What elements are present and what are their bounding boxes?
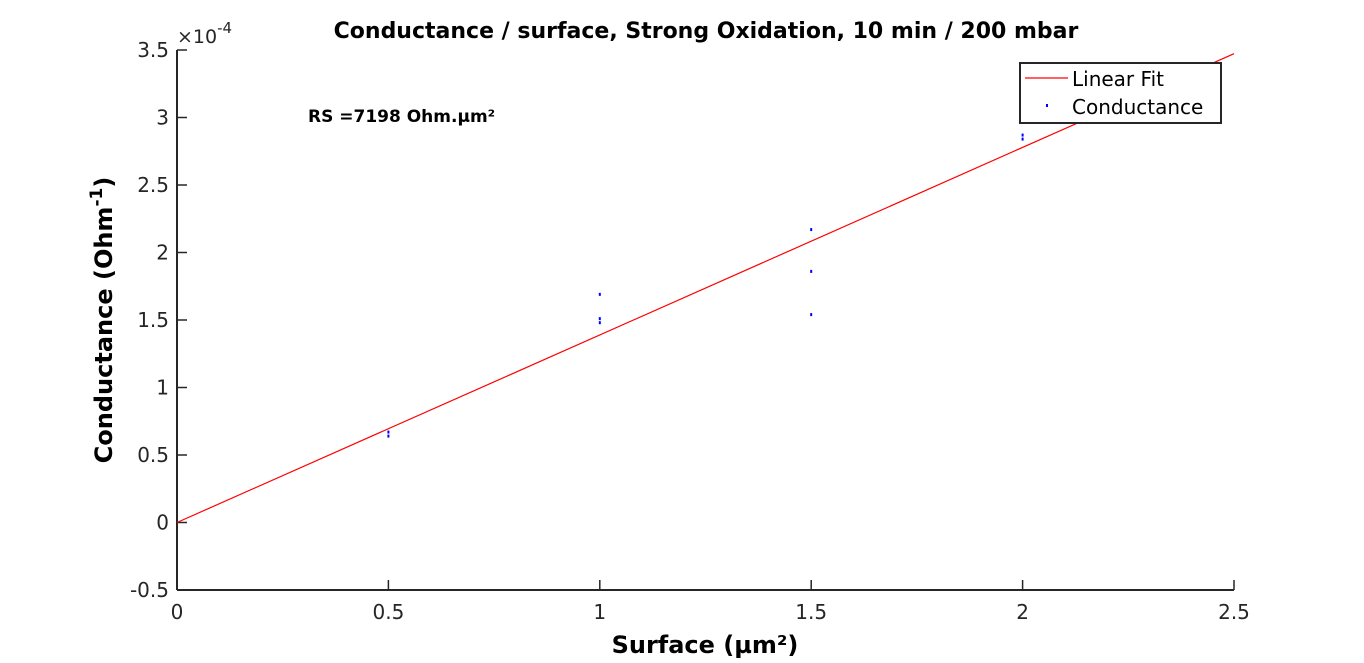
y-tick-label: 3.5 [137, 38, 169, 62]
y-ticks: -0.5 0 0.5 1 1.5 2 2.5 3 3.5 [130, 38, 187, 602]
y-axis-label: Conductance (Ohm-1) [87, 177, 118, 464]
conductance-point [387, 434, 390, 438]
conductance-point [1021, 133, 1024, 137]
y-tick-label: 1.5 [137, 308, 169, 332]
legend-box [1019, 62, 1222, 124]
y-tick-label: -0.5 [130, 578, 169, 602]
conductance-point [598, 321, 601, 325]
y-tick-label: 0.5 [137, 443, 169, 467]
linear-fit-line [176, 53, 1235, 524]
x-ticks: 0 0.5 1 1.5 2 2.5 [171, 580, 1250, 624]
conductance-point [810, 269, 813, 273]
x-tick-label: 1.5 [795, 600, 827, 624]
conductance-point [810, 228, 813, 232]
x-tick-label: 0.5 [372, 600, 404, 624]
legend-linear-fit-label: Linear Fit [1072, 67, 1164, 91]
conductance-point [810, 313, 813, 317]
conductance-points [387, 133, 1024, 438]
y-multiplier: ×10-4 [177, 19, 232, 48]
y-tick-label: 1 [156, 376, 169, 400]
conductance-point [598, 317, 601, 321]
conductance-point [598, 292, 601, 296]
y-tick-label: 2.5 [137, 173, 169, 197]
chart-title: Conductance / surface, Strong Oxidation,… [334, 19, 1079, 44]
x-tick-label: 0 [171, 600, 184, 624]
legend: Linear Fit Conductance [1019, 62, 1222, 124]
conductance-point [387, 430, 390, 434]
y-tick-label: 3 [156, 106, 169, 130]
x-tick-label: 1 [593, 600, 606, 624]
x-tick-label: 2 [1016, 600, 1029, 624]
conductance-point [1021, 137, 1024, 141]
legend-conductance-label: Conductance [1072, 95, 1203, 119]
y-tick-label: 2 [156, 241, 169, 265]
legend-conductance-swatch [1046, 104, 1048, 107]
rs-annotation: RS =7198 Ohm.µm² [308, 107, 495, 127]
y-tick-label: 0 [156, 511, 169, 535]
x-tick-label: 2.5 [1218, 600, 1250, 624]
x-axis-label: Surface (µm²) [612, 631, 799, 659]
